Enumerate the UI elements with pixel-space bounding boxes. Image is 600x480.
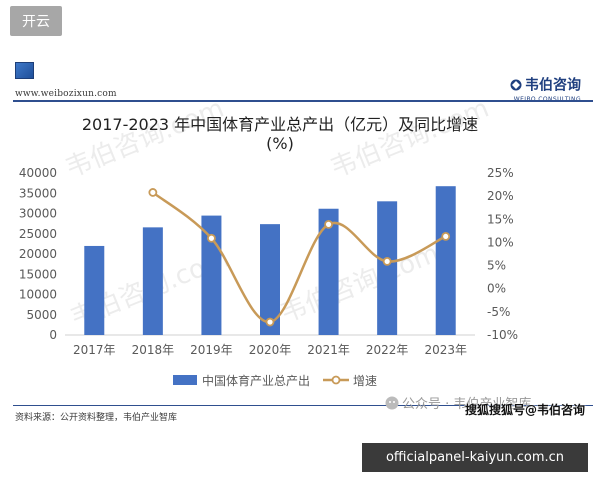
chart-panel: www.weibozixun.com 韦伯咨询 WEIBO CONSULTING…: [5, 48, 595, 428]
growth-point: [382, 257, 392, 266]
x-tick-label: 2017年: [73, 343, 116, 357]
y-left-tick-label: 20000: [19, 247, 57, 261]
wechat-text: 公众号 · 韦伯产业智库: [402, 397, 532, 412]
y-right-tick-label: 25%: [487, 166, 514, 180]
bar: [142, 227, 163, 335]
y-right-tick-label: 20%: [487, 189, 514, 203]
legend-bar-label: 中国体育产业总产出: [202, 373, 310, 388]
wechat-icon: [385, 396, 399, 410]
y-left-tick-label: 0: [49, 328, 57, 342]
chart-title: 2017-2023 年中国体育产业总产出（亿元）及同比增速: [82, 115, 478, 134]
chart: 2017-2023 年中国体育产业总产出（亿元）及同比增速(%) 0 5000 100…: [19, 115, 518, 388]
x-tick-label: 2018年: [132, 343, 175, 357]
bar: [435, 186, 456, 335]
x-tick-label: 2021年: [307, 343, 350, 357]
brand-logo-icon: [510, 79, 522, 90]
sohu-overlay: 搜狐搜狐号@韦伯咨询: [465, 403, 586, 417]
y-right-tick-label: 0%: [487, 282, 506, 296]
site-url-bar[interactable]: officialpanel-kaiyun.com.cn: [362, 443, 588, 472]
x-tick-label: 2023年: [424, 343, 467, 357]
y-right-tick-label: 5%: [487, 259, 506, 273]
growth-point: [324, 219, 333, 229]
growth-point: [265, 317, 275, 327]
legend-bar-swatch: [173, 375, 197, 385]
y-left-tick-label: 15000: [19, 267, 57, 281]
legend-line-label: 增速: [353, 374, 377, 388]
top-tag[interactable]: 开云: [10, 6, 62, 36]
bar: [260, 224, 280, 335]
y-right-tick-label: -5%: [487, 305, 510, 319]
x-tick-label: 2019年: [190, 343, 233, 357]
growth-line: [152, 191, 447, 324]
y-left-tick-label: 25000: [19, 227, 57, 241]
y-right-tick-label: 10%: [487, 235, 514, 249]
growth-point: [148, 188, 158, 197]
growth-point: [441, 232, 451, 241]
y-left-tick-label: 30000: [19, 207, 57, 221]
legend-line-marker: [331, 375, 341, 385]
brand: 韦伯咨询 WEIBO CONSULTING: [510, 74, 581, 103]
bar: [377, 201, 398, 335]
chart-title: (%): [266, 134, 294, 153]
site-url: www.weibozixun.com: [15, 89, 117, 99]
x-tick-label: 2020年: [249, 343, 292, 357]
bar: [318, 208, 339, 335]
brand-subtitle: WEIBO CONSULTING: [513, 95, 581, 103]
y-right-tick-label: 15%: [487, 212, 514, 226]
y-left-tick-label: 5000: [26, 308, 57, 322]
y-left-tick-label: 10000: [19, 288, 57, 302]
header-rule: [13, 100, 593, 102]
bar: [84, 245, 105, 335]
brand-name: 韦伯咨询: [525, 77, 581, 94]
footer-rule: [13, 405, 593, 406]
source-note: 资料来源：公开资料整理，韦伯产业智库: [15, 413, 178, 423]
bar: [201, 215, 222, 335]
y-left-tick-label: 40000: [19, 166, 57, 180]
growth-point: [207, 233, 216, 243]
y-right-tick-label: -10%: [487, 328, 518, 342]
wechat-overlay: 公众号 · 韦伯产业智库: [385, 393, 531, 412]
y-left-tick-label: 35000: [19, 186, 57, 200]
x-tick-label: 2022年: [366, 343, 409, 357]
square-logo-icon: [15, 62, 34, 79]
